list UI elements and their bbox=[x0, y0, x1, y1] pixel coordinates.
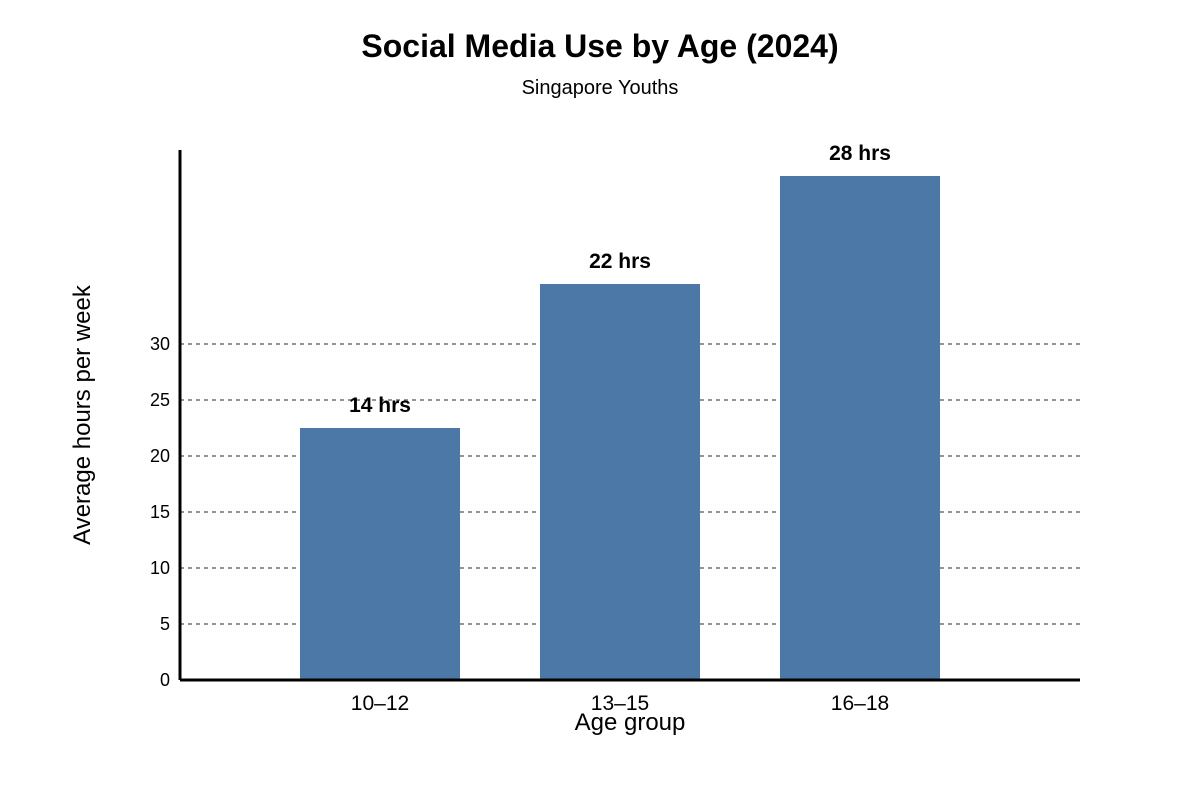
data-label: 14 hrs bbox=[349, 394, 411, 417]
y-tick-label: 15 bbox=[150, 502, 170, 522]
axes bbox=[178, 150, 1080, 682]
bar bbox=[300, 428, 460, 680]
x-axis-title: Age group bbox=[575, 709, 686, 736]
y-tick-labels: 0 5 10 15 20 25 30 bbox=[150, 334, 170, 690]
y-tick-label: 30 bbox=[150, 334, 170, 354]
chart-title: Social Media Use by Age (2024) bbox=[361, 28, 839, 64]
bar bbox=[780, 176, 940, 680]
y-tick-label: 5 bbox=[160, 614, 170, 634]
bars bbox=[300, 176, 940, 680]
y-tick-label: 10 bbox=[150, 558, 170, 578]
data-label: 22 hrs bbox=[589, 250, 651, 273]
x-tick-label: 13–15 bbox=[591, 692, 649, 715]
bar bbox=[540, 284, 700, 680]
x-tick-labels: 10–12 13–15 16–18 bbox=[351, 692, 889, 715]
y-tick-label: 25 bbox=[150, 390, 170, 410]
y-tick-label: 0 bbox=[160, 670, 170, 690]
data-label: 28 hrs bbox=[829, 142, 891, 165]
chart-subtitle: Singapore Youths bbox=[521, 77, 679, 99]
y-axis-title: Average hours per week bbox=[69, 284, 96, 545]
x-tick-label: 10–12 bbox=[351, 692, 409, 715]
data-labels: 14 hrs 22 hrs 28 hrs bbox=[349, 142, 891, 417]
x-tick-label: 16–18 bbox=[831, 692, 889, 715]
y-tick-label: 20 bbox=[150, 446, 170, 466]
